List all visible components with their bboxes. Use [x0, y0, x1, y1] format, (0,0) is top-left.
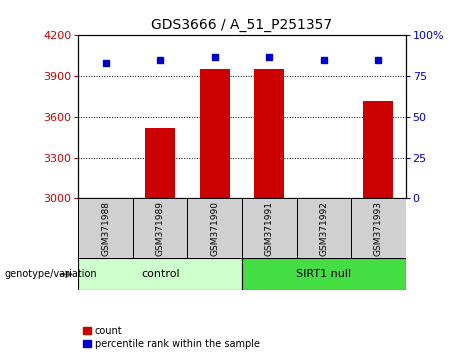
Bar: [363, 101, 393, 198]
Text: SIRT1 null: SIRT1 null: [296, 269, 351, 279]
Text: GSM371990: GSM371990: [210, 201, 219, 256]
Text: GSM371988: GSM371988: [101, 201, 110, 256]
Bar: [200, 69, 230, 198]
Bar: [254, 69, 284, 198]
Text: GSM371991: GSM371991: [265, 201, 274, 256]
Text: control: control: [141, 269, 179, 279]
Bar: [133, 198, 188, 258]
Bar: [78, 258, 242, 290]
Legend: count, percentile rank within the sample: count, percentile rank within the sample: [83, 326, 260, 349]
Bar: [78, 198, 133, 258]
Title: GDS3666 / A_51_P251357: GDS3666 / A_51_P251357: [152, 18, 332, 32]
Text: GSM371992: GSM371992: [319, 201, 328, 256]
Bar: [242, 258, 406, 290]
Bar: [242, 198, 296, 258]
Bar: [145, 128, 175, 198]
Text: GSM371993: GSM371993: [374, 201, 383, 256]
Bar: [188, 198, 242, 258]
Bar: [351, 198, 406, 258]
Bar: [296, 198, 351, 258]
Text: GSM371989: GSM371989: [156, 201, 165, 256]
Text: genotype/variation: genotype/variation: [5, 269, 97, 279]
